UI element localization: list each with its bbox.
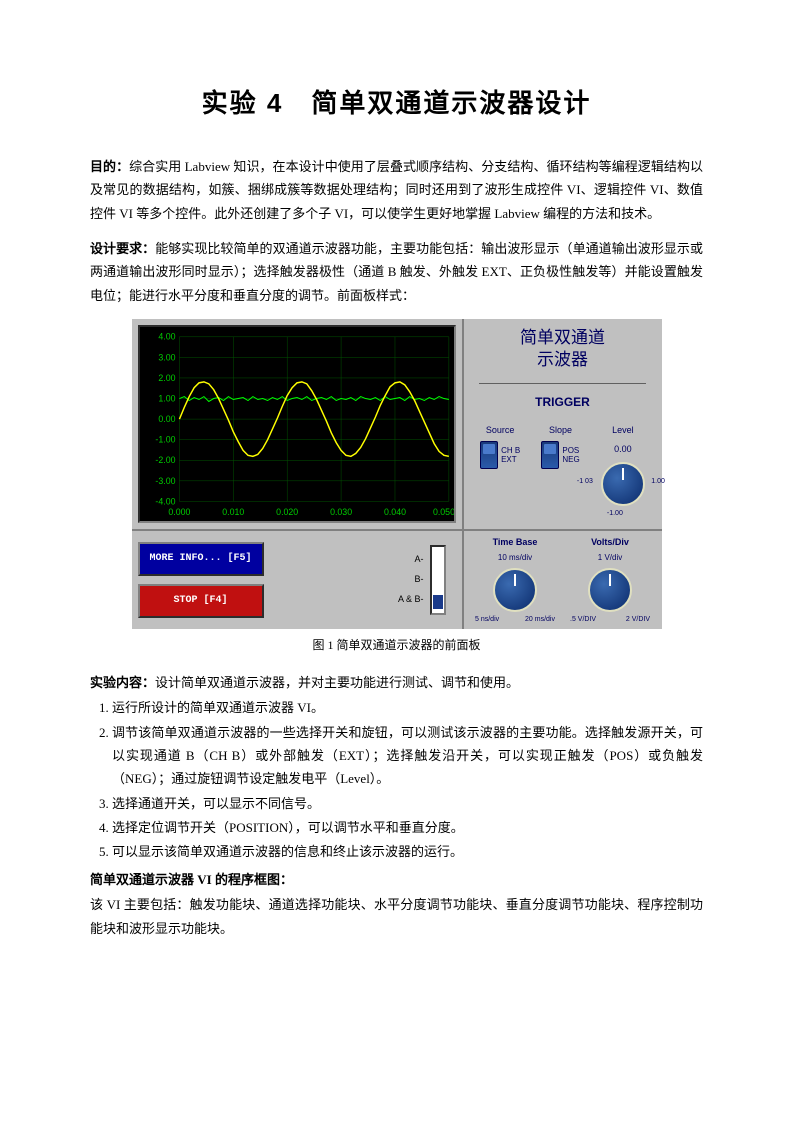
slope-switch[interactable]: [541, 441, 559, 469]
svg-text:0.00: 0.00: [158, 414, 175, 424]
figure-caption: 图 1 简单双通道示波器的前面板: [90, 635, 703, 657]
svg-text:1.00: 1.00: [158, 394, 175, 404]
level-left-tick: -1 03: [577, 476, 593, 489]
diagram-text: 该 VI 主要包括：触发功能块、通道选择功能块、水平分度调节功能块、垂直分度调节…: [90, 893, 703, 940]
more-info-button[interactable]: MORE INFO... [F5]: [138, 542, 264, 576]
source-options: CH B EXT: [501, 446, 520, 465]
trigger-section: 简单双通道 示波器 TRIGGER Source CH B EXT: [462, 319, 662, 529]
volts-min: .5 V/DIV: [570, 614, 596, 627]
osc-title-line2: 示波器: [520, 349, 605, 371]
oscilloscope-title: 简单双通道 示波器: [520, 327, 605, 371]
content-label: 实验内容：: [90, 675, 155, 690]
purpose-text: 综合实用 Labview 知识，在本设计中使用了层叠式顺序结构、分支结构、循环结…: [90, 159, 703, 221]
slope-label: Slope: [549, 422, 572, 438]
channel-b-label: B-: [398, 570, 424, 590]
timebase-min: 5 ns/div: [475, 614, 499, 627]
requirements-paragraph: 设计要求：能够实现比较简单的双通道示波器功能，主要功能包括：输出波形显示（单通道…: [90, 237, 703, 307]
volts-value: 1 V/div: [598, 551, 622, 565]
stop-button[interactable]: STOP [F4]: [138, 584, 264, 618]
diagram-heading: 简单双通道示波器 VI 的程序框图：: [90, 868, 703, 891]
svg-text:0.050: 0.050: [432, 507, 453, 517]
waveform-display: 4.00 3.00 2.00 1.00 0.00 -1.00 -2.00 -3.00 -…: [138, 325, 456, 523]
step-item: 运行所设计的简单双通道示波器 VI。: [112, 696, 703, 719]
page-title: 实验 4 简单双通道示波器设计: [90, 80, 703, 127]
waveform-display-cell: 4.00 3.00 2.00 1.00 0.00 -1.00 -2.00 -3.00 -…: [132, 319, 462, 529]
slope-options: POS NEG: [562, 446, 579, 465]
svg-text:0.000: 0.000: [168, 507, 190, 517]
control-section: MORE INFO... [F5] STOP [F4] A- B- A & B-: [132, 529, 462, 629]
level-value: 0.00: [614, 441, 632, 457]
oscilloscope-panel: 4.00 3.00 2.00 1.00 0.00 -1.00 -2.00 -3.00 -…: [132, 319, 662, 629]
step-item: 调节该简单双通道示波器的一些选择开关和旋钮，可以测试该示波器的主要功能。选择触发…: [112, 721, 703, 791]
level-max-tick: 1.00: [651, 476, 665, 489]
timebase-max: 20 ms/div: [525, 614, 555, 627]
svg-text:0.030: 0.030: [330, 507, 352, 517]
timebase-value: 10 ms/div: [498, 551, 532, 565]
trigger-label: TRIGGER: [535, 392, 590, 414]
purpose-label: 目的：: [90, 159, 129, 174]
timebase-group: Time Base 10 ms/div 5 ns/div 20 ms/div: [475, 534, 555, 627]
svg-text:-3.00: -3.00: [155, 476, 175, 486]
trigger-source-column: Source CH B EXT: [480, 422, 520, 469]
steps-list: 运行所设计的简单双通道示波器 VI。 调节该简单双通道示波器的一些选择开关和旋钮…: [90, 696, 703, 864]
volts-max: 2 V/DIV: [626, 614, 650, 627]
scope-svg: 4.00 3.00 2.00 1.00 0.00 -1.00 -2.00 -3.00 -…: [140, 327, 454, 521]
timebase-knob[interactable]: [493, 568, 537, 612]
divider: [479, 383, 646, 384]
purpose-paragraph: 目的：综合实用 Labview 知识，在本设计中使用了层叠式顺序结构、分支结构、…: [90, 155, 703, 225]
svg-text:0.020: 0.020: [276, 507, 298, 517]
volts-group: Volts/Div 1 V/div .5 V/DIV 2 V/DIV: [570, 534, 650, 627]
svg-text:0.010: 0.010: [222, 507, 244, 517]
svg-text:3.00: 3.00: [158, 352, 175, 362]
source-switch[interactable]: [480, 441, 498, 469]
volts-knob[interactable]: [588, 568, 632, 612]
svg-text:4.00: 4.00: [158, 332, 175, 342]
step-item: 选择通道开关，可以显示不同信号。: [112, 792, 703, 815]
channel-select: A- B- A & B-: [398, 545, 446, 615]
volts-label: Volts/Div: [591, 534, 629, 550]
level-label: Level: [612, 422, 634, 438]
channel-slider[interactable]: [430, 545, 446, 615]
content-intro: 设计简单双通道示波器，并对主要功能进行测试、调节和使用。: [155, 675, 519, 690]
content-paragraph: 实验内容：设计简单双通道示波器，并对主要功能进行测试、调节和使用。: [90, 671, 703, 694]
channel-a-label: A-: [398, 550, 424, 570]
trigger-slope-column: Slope POS NEG: [541, 422, 579, 469]
svg-text:-2.00: -2.00: [155, 455, 175, 465]
level-knob[interactable]: [601, 462, 645, 506]
requirements-label: 设计要求：: [90, 241, 155, 256]
svg-text:-1.00: -1.00: [155, 435, 175, 445]
trigger-level-column: Level 0.00 -1 03 1.00 -1.00: [601, 422, 645, 506]
step-item: 可以显示该简单双通道示波器的信息和终止该示波器的运行。: [112, 840, 703, 863]
step-item: 选择定位调节开关（POSITION），可以调节水平和垂直分度。: [112, 816, 703, 839]
requirements-text: 能够实现比较简单的双通道示波器功能，主要功能包括：输出波形显示（单通道输出波形显…: [90, 241, 703, 303]
svg-text:2.00: 2.00: [158, 373, 175, 383]
level-min-tick: -1.00: [607, 508, 623, 521]
svg-text:-4.00: -4.00: [155, 496, 175, 506]
channel-ab-label: A & B-: [398, 590, 424, 610]
scale-section: Time Base 10 ms/div 5 ns/div 20 ms/div V…: [462, 529, 662, 629]
osc-title-line1: 简单双通道: [520, 327, 605, 349]
timebase-label: Time Base: [493, 534, 538, 550]
source-label: Source: [486, 422, 515, 438]
svg-text:0.040: 0.040: [383, 507, 405, 517]
